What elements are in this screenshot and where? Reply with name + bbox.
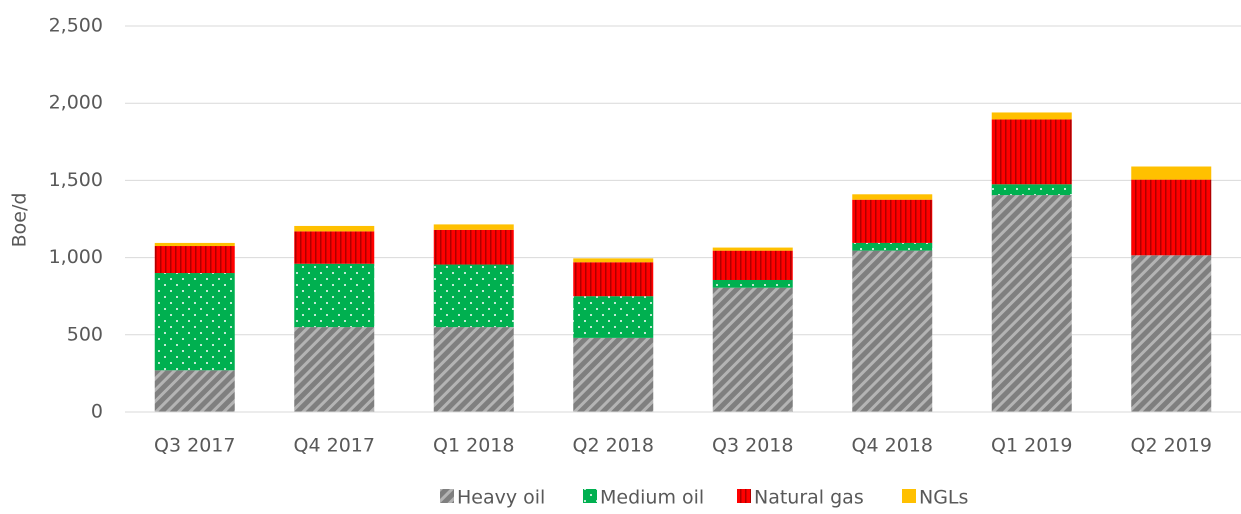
bar-segment [712, 287, 793, 412]
bar-segment [433, 264, 514, 328]
y-axis-label: Boe/d [9, 193, 31, 248]
bar-segment [573, 337, 654, 412]
legend-label: Natural gas [754, 487, 864, 509]
bar-segment [712, 279, 793, 288]
bar-segment [852, 194, 933, 200]
bar-segment [991, 184, 1072, 196]
y-tick-label: 2,000 [49, 92, 103, 114]
y-tick-label: 1,000 [49, 246, 103, 268]
bar-segment [573, 262, 654, 297]
bar-segment [1131, 255, 1212, 412]
x-tick-label: Q4 2018 [852, 435, 933, 457]
x-tick-label: Q2 2019 [1131, 435, 1212, 457]
bar-segment [294, 225, 375, 232]
bar-segment [573, 296, 654, 338]
bar-segment [433, 224, 514, 230]
x-tick-label: Q4 2017 [294, 435, 375, 457]
bar-segment [294, 231, 375, 264]
bar-segment [433, 229, 514, 265]
x-tick-label: Q1 2019 [991, 435, 1072, 457]
y-tick-label: 500 [67, 323, 103, 345]
bar-segment [573, 258, 654, 263]
y-tick-label: 2,500 [49, 15, 103, 37]
legend-swatch [902, 489, 916, 503]
legend-swatch [737, 489, 751, 503]
bar-segment [294, 327, 375, 412]
bar-segment [712, 250, 793, 280]
bar-segment [1131, 166, 1212, 180]
y-tick-label: 0 [91, 401, 103, 423]
bar-segment [991, 195, 1072, 412]
x-tick-label: Q3 2018 [712, 435, 793, 457]
bar-segment [154, 370, 235, 412]
bar-segment [154, 242, 235, 247]
legend-label: Medium oil [600, 487, 704, 509]
bar-segment [991, 119, 1072, 185]
bar-segment [1131, 179, 1212, 256]
y-tick-label: 1,500 [49, 169, 103, 191]
bar-segment [433, 327, 514, 412]
legend-swatch [440, 489, 454, 503]
bar-segment [154, 246, 235, 274]
legend-label: NGLs [919, 487, 968, 509]
bar-segment [154, 273, 235, 371]
x-tick-label: Q1 2018 [433, 435, 514, 457]
bar-segment [712, 247, 793, 251]
bar-segment [852, 250, 933, 412]
bar-segment [852, 199, 933, 243]
x-tick-label: Q3 2017 [154, 435, 235, 457]
bar-segment [294, 263, 375, 328]
legend-swatch [583, 489, 597, 503]
legend-label: Heavy oil [457, 487, 545, 509]
bar-segment [852, 242, 933, 251]
x-tick-label: Q2 2018 [573, 435, 654, 457]
bar-segment [991, 112, 1072, 120]
